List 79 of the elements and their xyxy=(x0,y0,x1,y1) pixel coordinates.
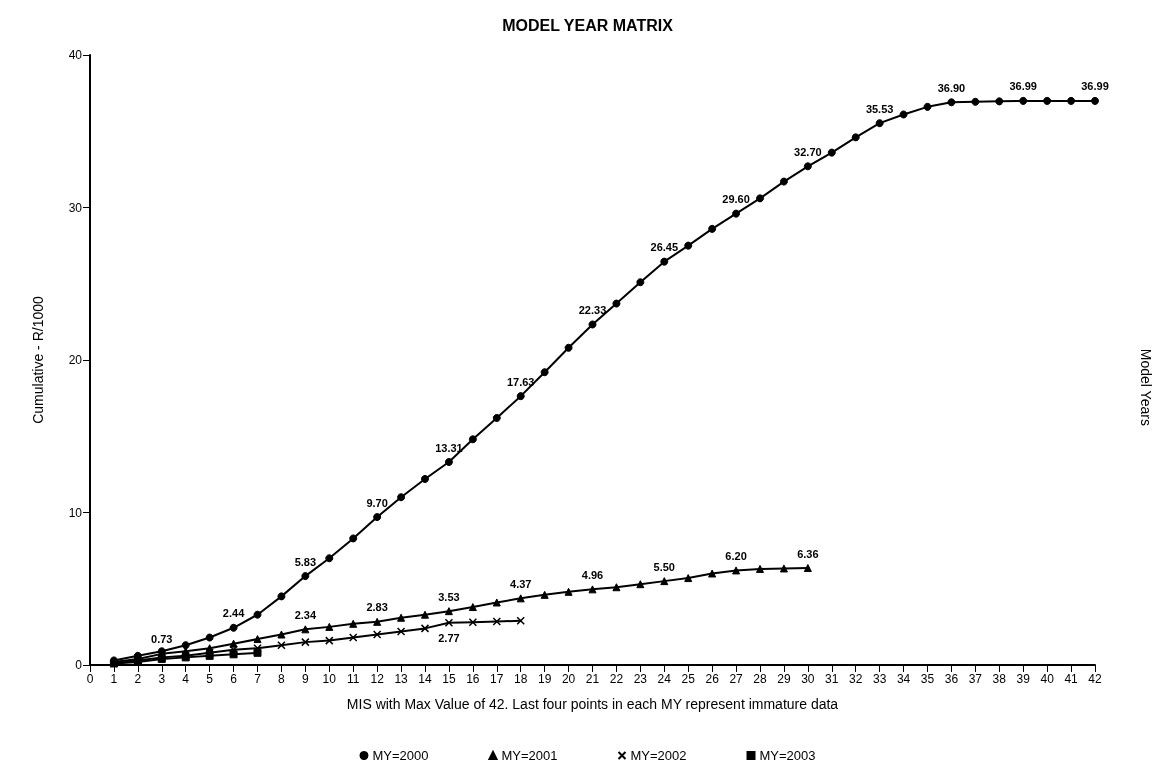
data-label: 0.73 xyxy=(151,633,173,646)
x-tick-label: 5 xyxy=(206,672,214,686)
data-label: 3.53 xyxy=(438,590,460,603)
data-label: 5.50 xyxy=(653,560,675,573)
x-tick-label: 39 xyxy=(1016,672,1031,686)
x-tick-label: 38 xyxy=(992,672,1007,686)
x-tick-label: 3 xyxy=(158,672,166,686)
x-tick-label: 18 xyxy=(514,672,528,686)
x-tick-label: 33 xyxy=(872,672,887,686)
x-tick-label: 0 xyxy=(86,672,94,686)
data-label: 4.96 xyxy=(581,568,604,581)
x-tick-label: 27 xyxy=(729,672,744,686)
x-tick-label: 15 xyxy=(442,672,456,686)
y-axis-title: Cumulative - R/1000 xyxy=(30,295,46,424)
data-label: 2.83 xyxy=(366,601,388,614)
legend-label: MY=2002 xyxy=(630,748,687,763)
x-tick-label: 36 xyxy=(944,672,959,686)
data-label: 26.45 xyxy=(650,241,679,254)
x-tick-label: 32 xyxy=(849,672,863,686)
x-tick-label: 1 xyxy=(110,672,118,686)
y-tick-label: 0 xyxy=(75,658,83,672)
y-tick-label: 40 xyxy=(68,48,83,62)
x-tick-label: 40 xyxy=(1040,672,1055,686)
x-tick-label: 20 xyxy=(561,672,576,686)
data-label: 13.31 xyxy=(435,441,463,454)
x-tick-label: 17 xyxy=(490,672,504,686)
data-label: 36.90 xyxy=(937,81,966,94)
x-tick-label: 30 xyxy=(801,672,815,686)
x-tick-label: 42 xyxy=(1088,672,1102,686)
legend-label: MY=2000 xyxy=(372,748,429,763)
data-label: 6.36 xyxy=(797,547,819,560)
x-tick-label: 26 xyxy=(705,672,720,686)
x-tick-label: 21 xyxy=(585,672,600,686)
x-axis-title: MIS with Max Value of 42. Last four points in each MY represent immature data xyxy=(346,696,839,712)
legend-label: MY=2001 xyxy=(501,748,558,763)
y-tick-label: 30 xyxy=(68,200,83,215)
data-label: 36.99 xyxy=(1081,80,1109,93)
x-tick-label: 25 xyxy=(681,672,696,686)
x-tick-label: 2 xyxy=(134,672,142,686)
y-tick-label: 20 xyxy=(68,353,83,367)
data-label: 2.44 xyxy=(222,607,246,620)
data-label: 6.20 xyxy=(725,549,747,562)
x-tick-label: 19 xyxy=(537,672,552,686)
x-tick-label: 11 xyxy=(346,672,360,686)
y-tick-label: 10 xyxy=(68,505,83,520)
data-label: 4.37 xyxy=(510,577,532,590)
x-tick-label: 4 xyxy=(182,672,190,686)
x-tick-label: 34 xyxy=(896,672,911,686)
data-label: 17.63 xyxy=(506,375,535,388)
x-tick-label: 35 xyxy=(920,672,935,686)
x-tick-label: 16 xyxy=(466,672,480,686)
data-label: 2.34 xyxy=(294,608,317,621)
x-tick-label: 13 xyxy=(394,672,409,686)
data-label: 22.33 xyxy=(578,303,607,316)
x-tick-label: 10 xyxy=(322,672,337,686)
x-tick-label: 29 xyxy=(777,672,791,686)
data-label: 36.99 xyxy=(1009,80,1037,93)
x-tick-label: 12 xyxy=(370,672,385,686)
data-label: 9.70 xyxy=(366,496,388,509)
data-label: 29.60 xyxy=(722,193,750,206)
x-tick-label: 14 xyxy=(418,672,432,686)
data-label: 35.53 xyxy=(865,102,894,115)
x-tick-label: 22 xyxy=(609,672,624,686)
x-tick-label: 41 xyxy=(1064,672,1079,686)
x-tick-label: 23 xyxy=(633,672,648,686)
x-tick-label: 31 xyxy=(825,672,839,686)
x-tick-label: 9 xyxy=(302,672,310,686)
y2-axis-title: Model Years xyxy=(1138,348,1154,426)
x-tick-label: 7 xyxy=(254,672,262,686)
chart-title: MODEL YEAR MATRIX xyxy=(502,16,674,34)
x-tick-label: 8 xyxy=(278,672,286,686)
data-label: 2.77 xyxy=(438,631,460,644)
data-label: 5.83 xyxy=(294,555,317,568)
x-tick-label: 24 xyxy=(657,672,672,686)
legend-label: MY=2003 xyxy=(759,748,816,763)
x-tick-label: 28 xyxy=(753,672,767,686)
x-tick-label: 6 xyxy=(230,672,238,686)
x-tick-label: 37 xyxy=(968,672,983,686)
data-label: 32.70 xyxy=(794,145,822,158)
